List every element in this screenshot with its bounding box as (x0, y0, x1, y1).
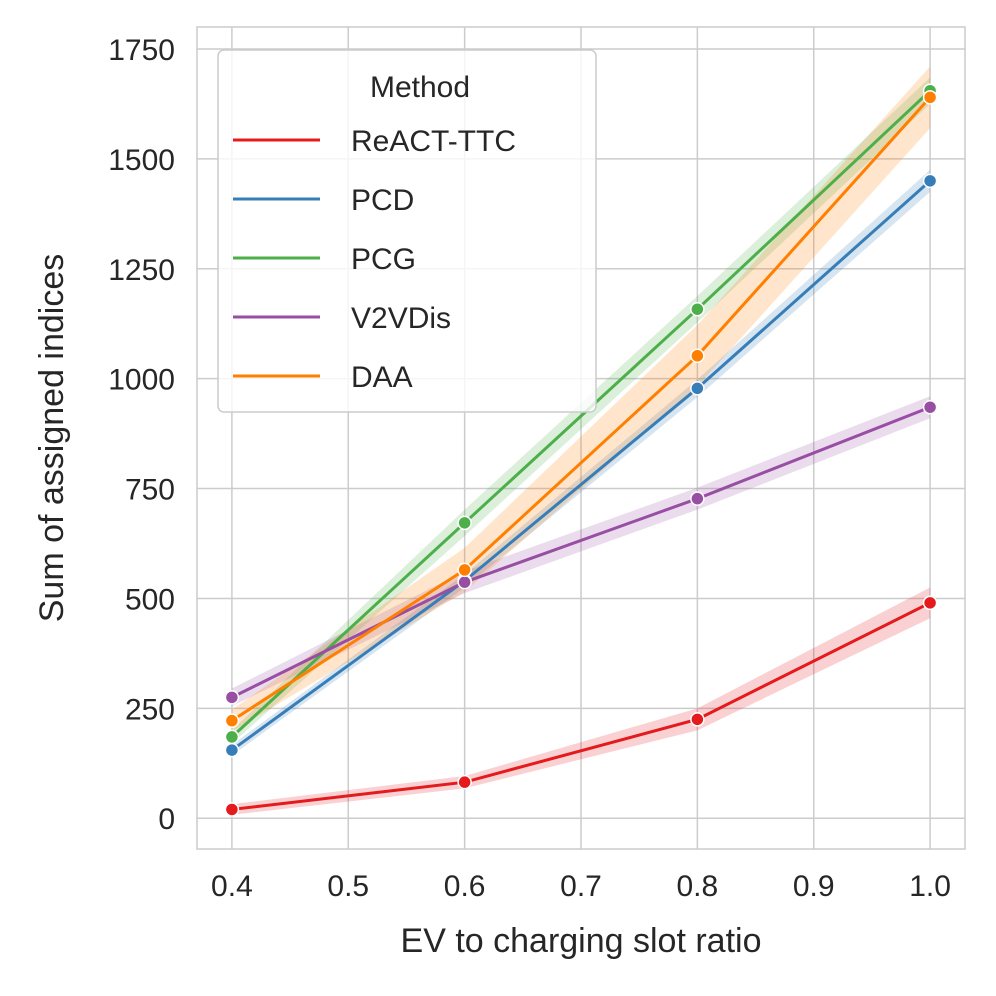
y-tick-label: 1250 (108, 254, 175, 287)
x-tick-label: 1.0 (909, 870, 951, 903)
marker-react-ttc (690, 712, 705, 727)
marker-pcg (457, 515, 472, 531)
marker-react-ttc (457, 774, 472, 790)
line-pcd (231, 179, 932, 752)
legend-label-pcd: PCD (351, 184, 414, 217)
x-tick-label: 0.9 (793, 870, 835, 903)
band-pcd (231, 169, 931, 756)
x-axis-label: EV to charging slot ratio (401, 922, 762, 960)
marker-pcd (690, 381, 705, 396)
marker-daa (690, 348, 705, 364)
legend-label-react-ttc: ReACT-TTC (351, 125, 516, 158)
legend-box (217, 49, 597, 413)
marker-pcg (690, 301, 705, 317)
marker-v2vdis (922, 399, 938, 415)
x-tick-labels: 0.4 0.5 0.6 0.7 0.8 0.9 1.0 (211, 870, 951, 903)
line-pcg (230, 89, 932, 739)
marker-daa (457, 562, 472, 578)
x-tick-label: 0.6 (444, 870, 486, 903)
series-lines (230, 89, 932, 811)
y-tick-label: 1750 (108, 34, 175, 67)
band-v2vdis (231, 396, 931, 707)
y-tick-label: 1000 (108, 364, 175, 397)
marker-pcg (224, 729, 240, 745)
legend: Method ReACT-TTC PCD PCG V2VDis DAA (217, 49, 597, 413)
legend-title: Method (370, 71, 470, 104)
legend-label-pcg: PCG (351, 243, 416, 276)
line-react-ttc (231, 601, 931, 811)
y-tick-label: 0 (158, 803, 175, 836)
marker-daa (224, 713, 240, 728)
y-tick-labels: 0 250 500 750 1000 1250 1500 1750 (108, 34, 175, 836)
line-v2vdis (231, 405, 931, 699)
y-axis-label: Sum of assigned indices (33, 254, 71, 623)
line-daa (231, 96, 932, 722)
marker-react-ttc (224, 802, 240, 817)
band-daa (231, 66, 931, 732)
y-tick-label: 250 (125, 693, 175, 726)
marker-pcd (922, 173, 938, 189)
marker-react-ttc (922, 595, 938, 611)
marker-v2vdis (224, 690, 240, 705)
y-tick-label: 500 (125, 583, 175, 616)
marker-v2vdis (690, 491, 705, 506)
data-markers (224, 83, 938, 817)
legend-label-v2vdis: V2VDis (351, 302, 451, 335)
x-tick-label: 0.4 (211, 870, 253, 903)
x-tick-label: 0.8 (677, 870, 719, 903)
y-tick-label: 750 (125, 474, 175, 507)
marker-daa (922, 90, 938, 105)
marker-v2vdis (457, 574, 472, 590)
x-tick-label: 0.7 (560, 870, 602, 903)
x-tick-label: 0.5 (327, 870, 369, 903)
y-tick-label: 1500 (108, 144, 175, 177)
marker-pcd (224, 742, 240, 758)
legend-label-daa: DAA (351, 361, 413, 394)
